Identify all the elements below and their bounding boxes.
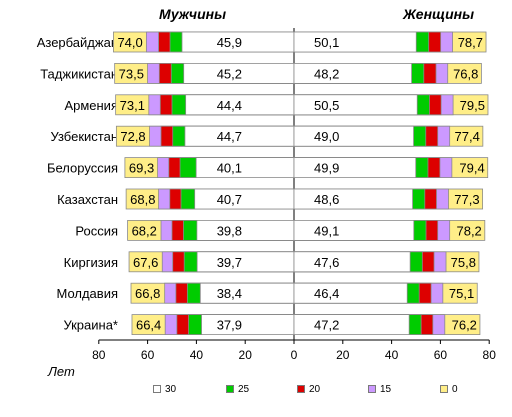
men-bar-age30 <box>199 282 295 304</box>
x-tick-label: 80 <box>483 348 497 362</box>
women-label-age30: 46,4 <box>314 286 339 301</box>
men-label-age0: 74,0 <box>117 35 142 50</box>
x-tick-label: 80 <box>92 348 106 362</box>
legend-swatch-30 <box>153 385 161 394</box>
legend-swatch-25 <box>226 385 234 394</box>
women-bar-age30 <box>293 94 418 116</box>
legend-item-15: 15 <box>368 384 391 395</box>
legend-swatch-0 <box>440 385 448 394</box>
x-tick-label: 60 <box>434 348 448 362</box>
men-label-age30: 38,4 <box>217 286 242 301</box>
men-bar-age30 <box>201 314 295 336</box>
men-label-age0: 72,8 <box>120 129 145 144</box>
category-label: Таджикистан <box>40 66 118 81</box>
women-label-age0: 79,5 <box>460 98 485 113</box>
women-label-age30: 47,6 <box>314 255 339 270</box>
men-label-age30: 45,9 <box>217 35 242 50</box>
x-tick-label: 20 <box>336 348 350 362</box>
legend-item-30: 30 <box>153 384 176 395</box>
women-label-age0: 78,7 <box>458 35 483 50</box>
women-label-age30: 50,1 <box>314 35 339 50</box>
men-bar-age30 <box>196 219 295 241</box>
legend-label-25: 25 <box>238 384 250 395</box>
men-label-age30: 40,1 <box>217 161 242 176</box>
women-label-age0: 75,1 <box>449 286 474 301</box>
category-label: Молдавия <box>56 286 118 301</box>
men-label-age30: 39,8 <box>217 223 242 238</box>
men-label-age0: 67,6 <box>133 255 158 270</box>
women-label-age30: 48,6 <box>314 192 339 207</box>
women-label-age0: 76,2 <box>452 318 477 333</box>
legend-item-20: 20 <box>297 384 320 395</box>
women-bar-age30 <box>293 188 413 210</box>
women-bar-age30 <box>293 125 414 147</box>
men-panel-title: Мужчины <box>159 6 227 22</box>
category-label: Киргизия <box>64 255 118 270</box>
legend-label-0: 0 <box>452 384 458 395</box>
legend-label-15: 15 <box>380 384 392 395</box>
women-label-age0: 77,3 <box>454 192 479 207</box>
legend-swatch-20 <box>297 385 305 394</box>
men-label-age0: 66,8 <box>135 286 160 301</box>
category-label: Белоруссия <box>47 161 118 176</box>
legend-swatch-15 <box>368 385 376 394</box>
women-label-age30: 48,2 <box>314 66 339 81</box>
men-label-age30: 44,7 <box>217 129 242 144</box>
men-label-age0: 73,5 <box>119 66 144 81</box>
women-label-age30: 50,5 <box>314 98 339 113</box>
men-bar-age30 <box>194 188 295 210</box>
men-bar-age30 <box>195 157 295 179</box>
category-label: Узбекистан <box>50 129 118 144</box>
men-label-age30: 40,7 <box>217 192 242 207</box>
women-bar-age30 <box>293 219 415 241</box>
women-label-age0: 75,8 <box>451 255 476 270</box>
men-label-age0: 68,2 <box>132 223 157 238</box>
women-bar-age30 <box>293 157 417 179</box>
men-label-age30: 45,2 <box>217 66 242 81</box>
legend-label-30: 30 <box>165 384 177 395</box>
category-label: Армения <box>64 98 118 113</box>
women-label-age0: 76,8 <box>453 66 478 81</box>
men-label-age30: 44,4 <box>217 98 242 113</box>
category-label: Казахстан <box>57 192 118 207</box>
men-label-age0: 69,3 <box>129 161 154 176</box>
women-label-age30: 47,2 <box>314 318 339 333</box>
legend-item-25: 25 <box>226 384 249 395</box>
x-tick-label: 40 <box>385 348 399 362</box>
women-label-age30: 49,1 <box>314 223 339 238</box>
men-label-age30: 37,9 <box>217 318 242 333</box>
category-label: Россия <box>75 223 118 238</box>
legend-label-20: 20 <box>309 384 321 395</box>
women-label-age0: 78,2 <box>456 223 481 238</box>
women-label-age30: 49,9 <box>314 161 339 176</box>
women-bar-age30 <box>293 63 413 84</box>
men-label-age0: 66,4 <box>136 318 161 333</box>
x-tick-label: 20 <box>239 348 253 362</box>
women-label-age0: 79,4 <box>459 161 484 176</box>
men-label-age0: 73,1 <box>120 98 145 113</box>
men-bar-age30 <box>196 251 295 273</box>
category-label: Украина* <box>63 318 118 333</box>
legend: 30 25 20 15 0 <box>0 382 512 400</box>
unit-label: Лет <box>48 364 75 379</box>
women-bar-age30 <box>293 251 411 273</box>
women-label-age0: 77,4 <box>455 129 480 144</box>
women-panel-title: Женщины <box>403 6 475 22</box>
category-label: Азербайджан <box>37 35 118 50</box>
legend-item-0: 0 <box>440 384 458 395</box>
women-label-age30: 49,0 <box>314 129 339 144</box>
x-tick-label: 40 <box>190 348 204 362</box>
x-tick-label: 60 <box>141 348 155 362</box>
women-bar-age30 <box>293 31 417 53</box>
men-label-age30: 39,7 <box>217 255 242 270</box>
women-bar-age30 <box>293 282 408 304</box>
women-bar-age30 <box>293 314 410 336</box>
x-tick-label: 0 <box>291 348 298 362</box>
men-label-age0: 68,8 <box>130 192 155 207</box>
